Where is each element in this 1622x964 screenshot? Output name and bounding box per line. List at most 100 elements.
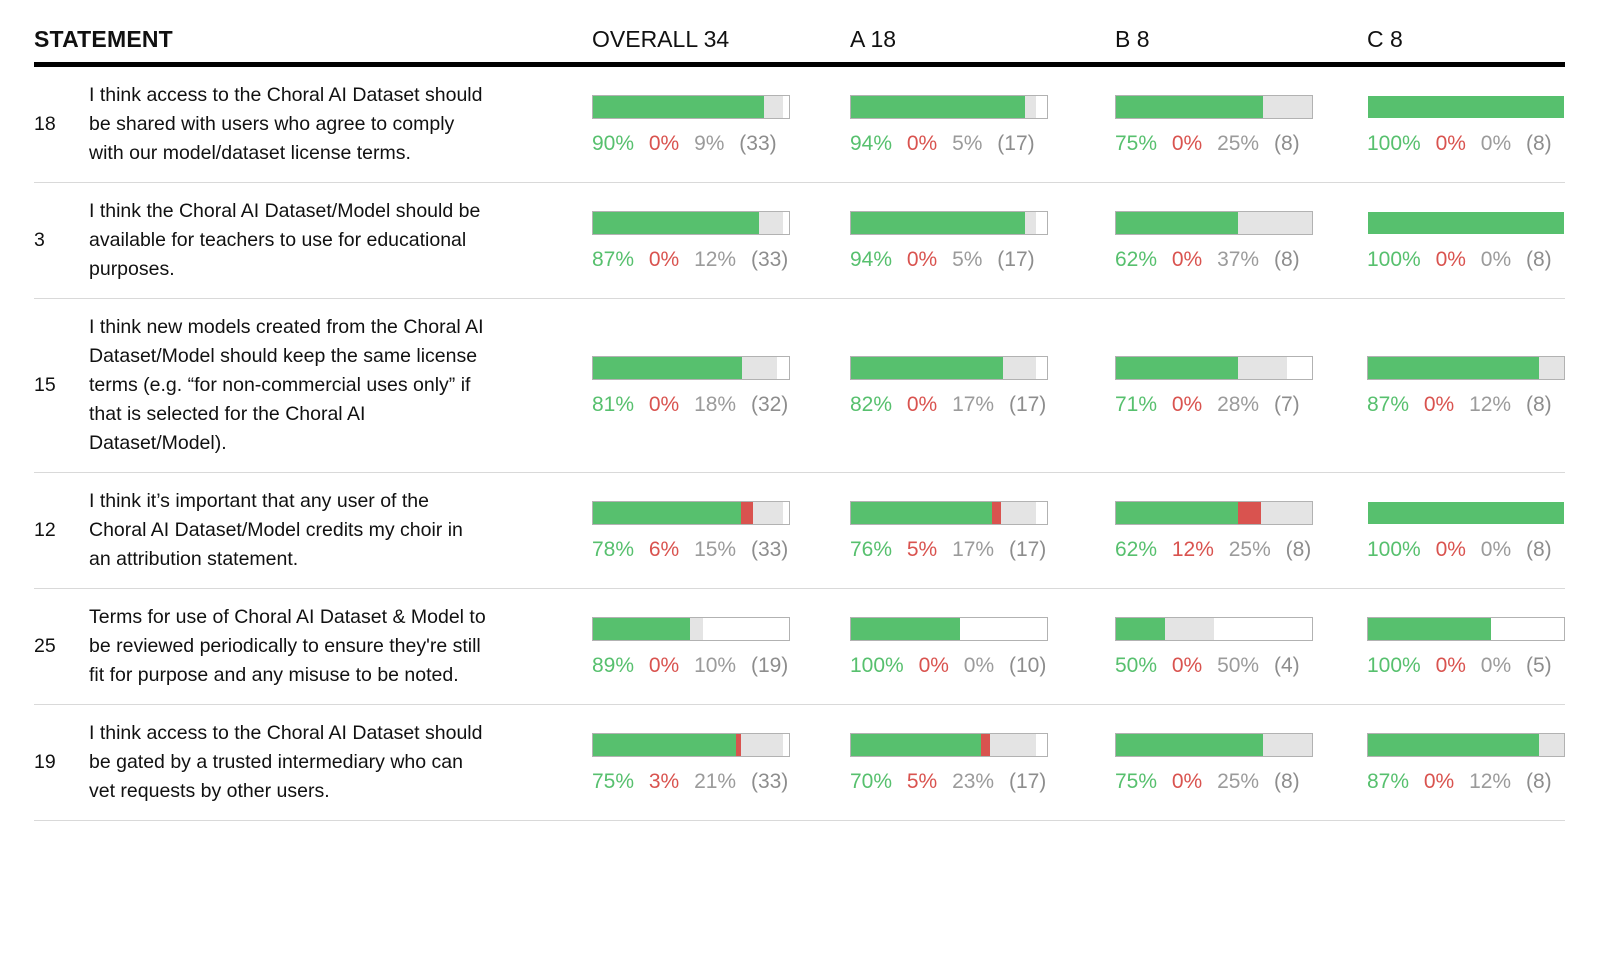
- result-cell: 87% 0% 12% (33): [592, 209, 850, 272]
- table-row: 19 I think access to the Choral AI Datas…: [34, 704, 1565, 821]
- table-row: 25 Terms for use of Choral AI Dataset & …: [34, 588, 1565, 704]
- bar-fill: [1368, 502, 1564, 524]
- neutral-pct-label: 0%: [1480, 132, 1512, 155]
- agree-pct-label: 87%: [1367, 393, 1410, 416]
- agree-bar-segment: [1368, 96, 1564, 118]
- table-body: 18 I think access to the Choral AI Datas…: [34, 67, 1565, 821]
- neutral-pct-label: 21%: [694, 770, 737, 793]
- result-cell: 89% 0% 10% (19): [592, 615, 850, 678]
- result-cell: 87% 0% 12% (8): [1367, 731, 1565, 794]
- neutral-pct-label: 12%: [1469, 393, 1512, 416]
- agree-bar-segment: [1116, 357, 1238, 379]
- neutral-pct-label: 15%: [694, 538, 737, 561]
- neutral-bar-segment: [1000, 502, 1037, 524]
- agree-bar-segment: [1368, 212, 1564, 234]
- stacked-bar: [1367, 95, 1565, 119]
- column-header-a: A 18: [850, 26, 897, 52]
- neutral-pct-label: 0%: [1480, 654, 1512, 677]
- disagree-pct-label: 0%: [906, 248, 938, 271]
- agree-bar-segment: [1116, 212, 1238, 234]
- stacked-bar: [1115, 617, 1313, 641]
- bar-fill: [1368, 357, 1564, 379]
- bar-fill: [851, 502, 1037, 524]
- result-cell: 70% 5% 23% (17): [850, 731, 1115, 794]
- agree-pct-label: 50%: [1115, 654, 1158, 677]
- neutral-bar-segment: [741, 734, 784, 756]
- stacked-bar: [1367, 617, 1565, 641]
- disagree-pct-label: 0%: [648, 654, 680, 677]
- response-count-label: (33): [750, 538, 789, 561]
- response-count-label: (33): [750, 770, 789, 793]
- agree-bar-segment: [1368, 734, 1539, 756]
- disagree-pct-label: 0%: [906, 132, 938, 155]
- neutral-bar-segment: [989, 734, 1037, 756]
- statement-number: 25: [34, 635, 56, 657]
- response-count-label: (4): [1273, 654, 1300, 677]
- result-cell: 78% 6% 15% (33): [592, 499, 850, 562]
- response-count-label: (33): [739, 132, 777, 155]
- bar-fill: [1116, 502, 1312, 524]
- result-cell: 87% 0% 12% (8): [1367, 354, 1565, 417]
- agree-pct-label: 100%: [1367, 132, 1421, 155]
- stacked-bar: [1115, 356, 1313, 380]
- agree-pct-label: 87%: [592, 248, 635, 271]
- bar-fill: [593, 212, 784, 234]
- agree-pct-label: 90%: [592, 132, 635, 155]
- bar-fill: [1116, 618, 1214, 640]
- stacked-bar: [592, 501, 790, 525]
- response-count-label: (17): [1008, 393, 1047, 416]
- disagree-pct-label: 0%: [906, 393, 938, 416]
- stacked-bar: [1115, 95, 1313, 119]
- agree-pct-label: 81%: [592, 393, 635, 416]
- result-stats: 75% 0% 25% (8): [1115, 132, 1367, 156]
- result-cell: 90% 0% 9% (33): [592, 93, 850, 156]
- disagree-bar-segment: [1237, 502, 1262, 524]
- result-stats: 50% 0% 50% (4): [1115, 654, 1367, 678]
- disagree-pct-label: 0%: [648, 132, 680, 155]
- statement-text: I think the Choral AI Dataset/Model shou…: [89, 200, 481, 280]
- stacked-bar: [1115, 211, 1313, 235]
- bar-fill: [1368, 618, 1491, 640]
- stacked-bar: [850, 733, 1048, 757]
- disagree-pct-label: 0%: [648, 248, 680, 271]
- agree-pct-label: 70%: [850, 770, 893, 793]
- neutral-pct-label: 28%: [1217, 393, 1260, 416]
- statement-text: I think access to the Choral AI Dataset …: [89, 722, 483, 802]
- neutral-pct-label: 0%: [1480, 248, 1512, 271]
- neutral-bar-segment: [1025, 212, 1037, 234]
- result-cell: 100% 0% 0% (8): [1367, 209, 1565, 272]
- bar-fill: [593, 734, 784, 756]
- result-stats: 100% 0% 0% (8): [1367, 132, 1565, 156]
- disagree-pct-label: 0%: [1435, 248, 1466, 271]
- agree-bar-segment: [851, 212, 1025, 234]
- result-cell: 82% 0% 17% (17): [850, 354, 1115, 417]
- statement-number: 3: [34, 229, 45, 251]
- bar-fill: [851, 618, 960, 640]
- bar-fill: [593, 96, 784, 118]
- neutral-pct-label: 50%: [1217, 654, 1260, 677]
- neutral-bar-segment: [690, 618, 703, 640]
- neutral-bar-segment: [1002, 357, 1037, 379]
- result-cell: 75% 3% 21% (33): [592, 731, 850, 794]
- neutral-pct-label: 10%: [694, 654, 737, 677]
- agree-pct-label: 94%: [850, 132, 893, 155]
- stacked-bar: [592, 733, 790, 757]
- response-count-label: (19): [750, 654, 789, 677]
- disagree-pct-label: 0%: [1171, 654, 1203, 677]
- result-stats: 87% 0% 12% (8): [1367, 770, 1565, 794]
- neutral-pct-label: 17%: [952, 393, 995, 416]
- stacked-bar: [592, 95, 790, 119]
- result-cell: 62% 12% 25% (8): [1115, 499, 1367, 562]
- agree-pct-label: 62%: [1115, 538, 1158, 561]
- bar-fill: [1368, 734, 1564, 756]
- disagree-pct-label: 0%: [1423, 770, 1455, 793]
- bar-fill: [593, 502, 784, 524]
- agree-pct-label: 100%: [1367, 538, 1421, 561]
- result-stats: 75% 0% 25% (8): [1115, 770, 1367, 794]
- stacked-bar: [1367, 211, 1565, 235]
- result-stats: 100% 0% 0% (8): [1367, 248, 1565, 272]
- agree-bar-segment: [1116, 618, 1165, 640]
- result-cell: 50% 0% 50% (4): [1115, 615, 1367, 678]
- result-stats: 76% 5% 17% (17): [850, 538, 1115, 562]
- result-stats: 100% 0% 0% (10): [850, 654, 1115, 678]
